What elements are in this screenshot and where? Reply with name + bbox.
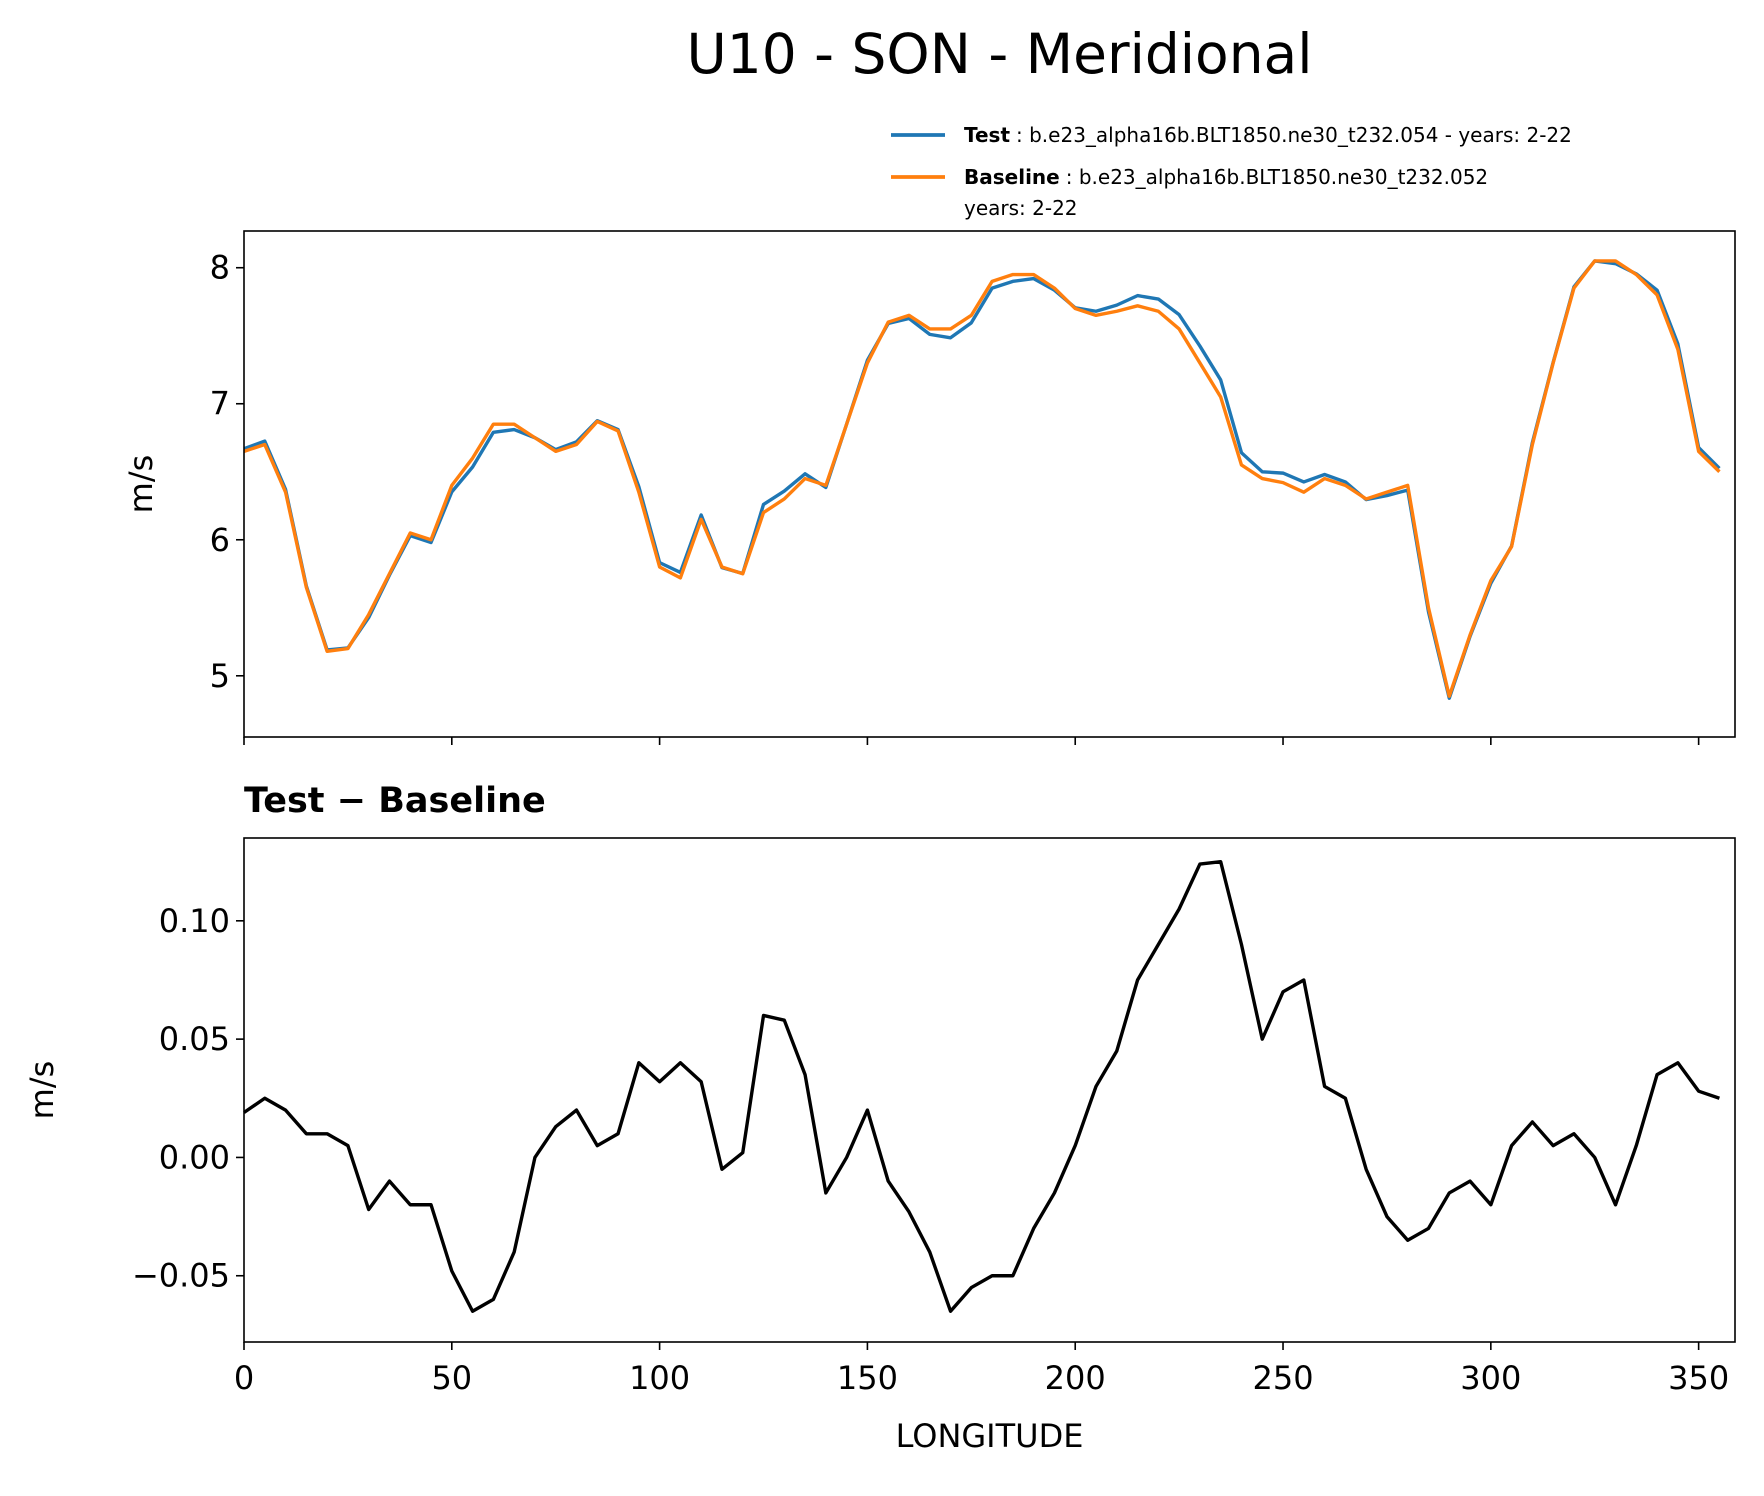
x-tick-label: 50	[431, 1359, 472, 1397]
x-tick-label: 300	[1460, 1359, 1521, 1397]
x-tick-label: 200	[1045, 1359, 1106, 1397]
x-tick-label: 250	[1252, 1359, 1313, 1397]
legend-text: years: 2-22	[964, 196, 1078, 220]
axes-frame	[243, 837, 1736, 1343]
y-tick-label: 0.00	[159, 1138, 230, 1176]
x-tick-label: 350	[1668, 1359, 1729, 1397]
legend-name: Test	[964, 123, 1010, 147]
y-tick-label: 5	[210, 657, 230, 695]
y-tick-label: 7	[210, 385, 230, 423]
legend-name: Baseline	[964, 165, 1060, 189]
legend-text: : b.e23_alpha16b.BLT1850.ne30_t232.054 -…	[1016, 123, 1572, 147]
axes-title: Test − Baseline	[244, 781, 546, 821]
y-tick-label: 0.10	[159, 902, 230, 940]
legend-entry: Test: b.e23_alpha16b.BLT1850.ne30_t232.0…	[964, 123, 1572, 147]
y-axis-label: m/s	[23, 1061, 61, 1120]
legend-text: : b.e23_alpha16b.BLT1850.ne30_t232.052	[1066, 165, 1488, 189]
data-line	[243, 859, 1720, 1313]
x-tick-label: 150	[837, 1359, 898, 1397]
y-tick-label: 0.05	[159, 1020, 230, 1058]
data-line	[243, 259, 1721, 698]
y-tick-label: −0.05	[132, 1257, 230, 1295]
y-axis-label: m/s	[122, 455, 160, 514]
legend-entry: Baseline: b.e23_alpha16b.BLT1850.ne30_t2…	[964, 165, 1488, 220]
axes-frame	[243, 230, 1736, 738]
x-tick-label: 0	[234, 1359, 254, 1397]
x-tick-label: 100	[629, 1359, 690, 1397]
y-tick-label: 6	[210, 521, 230, 559]
y-tick-label: 8	[210, 249, 230, 287]
data-line	[243, 259, 1721, 700]
chart-title: U10 - SON - Meridional	[686, 22, 1312, 86]
x-axis-label: LONGITUDE	[896, 1417, 1084, 1455]
